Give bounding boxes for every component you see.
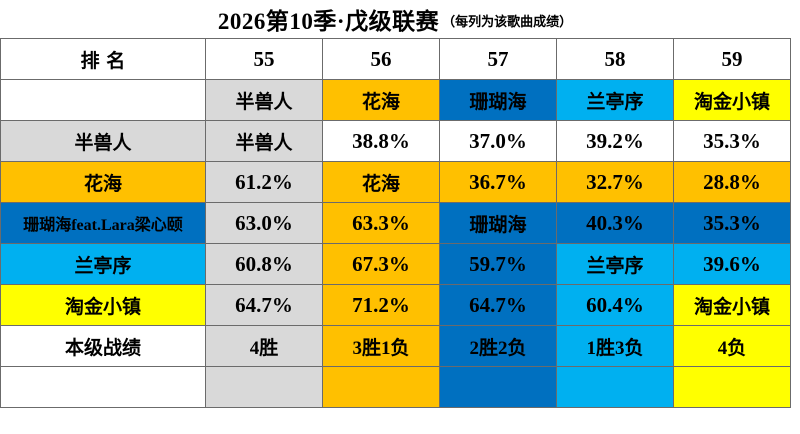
song-header-row-cell-3: 珊瑚海 bbox=[440, 80, 557, 121]
league-results-table: 排名 55 56 57 58 59 半兽人 花海 珊瑚海 兰亭序 淘金小镇 半兽人 半兽人 38.8% 37… bbox=[0, 38, 791, 408]
row-taojinxiaozhen-cell-1: 64.7% bbox=[206, 285, 323, 326]
row-lantingxu-cell-0: 兰亭序 bbox=[1, 244, 206, 285]
row-color-footer-cell-2 bbox=[323, 367, 440, 408]
row-shanhuhai-cell-2: 63.3% bbox=[323, 203, 440, 244]
rank-header-row-cell-3: 57 bbox=[440, 39, 557, 80]
row-color-footer-cell-1 bbox=[206, 367, 323, 408]
row-banshouren-cell-4: 39.2% bbox=[557, 121, 674, 162]
row-record-cell-4: 1胜3负 bbox=[557, 326, 674, 367]
row-huahai-cell-1: 61.2% bbox=[206, 162, 323, 203]
title-main: 2026第10季·戊级联赛 bbox=[217, 9, 440, 34]
row-lantingxu-cell-5: 39.6% bbox=[674, 244, 791, 285]
row-taojinxiaozhen-cell-4: 60.4% bbox=[557, 285, 674, 326]
row-lantingxu-cell-1: 60.8% bbox=[206, 244, 323, 285]
song-header-row-cell-4: 兰亭序 bbox=[557, 80, 674, 121]
row-record-cell-1: 4胜 bbox=[206, 326, 323, 367]
row-lantingxu-cell-3: 59.7% bbox=[440, 244, 557, 285]
row-huahai-cell-5: 28.8% bbox=[674, 162, 791, 203]
row-shanhuhai-cell-3: 珊瑚海 bbox=[440, 203, 557, 244]
page-title: 2026第10季·戊级联赛 （每列为该歌曲成绩） bbox=[0, 0, 790, 38]
row-shanhuhai-cell-5: 35.3% bbox=[674, 203, 791, 244]
rank-header-row-cell-5: 59 bbox=[674, 39, 791, 80]
row-record-cell-0: 本级战绩 bbox=[1, 326, 206, 367]
song-header-row-cell-2: 花海 bbox=[323, 80, 440, 121]
rank-header-row-cell-2: 56 bbox=[323, 39, 440, 80]
row-record-cell-5: 4负 bbox=[674, 326, 791, 367]
row-huahai-cell-3: 36.7% bbox=[440, 162, 557, 203]
row-record-cell-2: 3胜1负 bbox=[323, 326, 440, 367]
row-shanhuhai-cell-1: 63.0% bbox=[206, 203, 323, 244]
row-taojinxiaozhen-cell-3: 64.7% bbox=[440, 285, 557, 326]
row-color-footer-cell-4 bbox=[557, 367, 674, 408]
row-record-cell-3: 2胜2负 bbox=[440, 326, 557, 367]
row-taojinxiaozhen-cell-2: 71.2% bbox=[323, 285, 440, 326]
row-lantingxu-cell-4: 兰亭序 bbox=[557, 244, 674, 285]
row-color-footer-cell-3 bbox=[440, 367, 557, 408]
row-shanhuhai-cell-0: 珊瑚海feat.Lara梁心颐 bbox=[1, 203, 206, 244]
title-note: （每列为该歌曲成绩） bbox=[442, 14, 573, 29]
row-banshouren-cell-3: 37.0% bbox=[440, 121, 557, 162]
song-header-row-cell-1: 半兽人 bbox=[206, 80, 323, 121]
row-taojinxiaozhen-cell-5: 淘金小镇 bbox=[674, 285, 791, 326]
row-color-footer-cell-0 bbox=[1, 367, 206, 408]
row-huahai-cell-0: 花海 bbox=[1, 162, 206, 203]
song-header-row-cell-5: 淘金小镇 bbox=[674, 80, 791, 121]
song-header-row-cell-0 bbox=[1, 80, 206, 121]
rank-header-row-cell-1: 55 bbox=[206, 39, 323, 80]
row-taojinxiaozhen-cell-0: 淘金小镇 bbox=[1, 285, 206, 326]
row-color-footer-cell-5 bbox=[674, 367, 791, 408]
row-banshouren-cell-1: 半兽人 bbox=[206, 121, 323, 162]
row-banshouren-cell-2: 38.8% bbox=[323, 121, 440, 162]
rank-header-row-cell-4: 58 bbox=[557, 39, 674, 80]
row-lantingxu-cell-2: 67.3% bbox=[323, 244, 440, 285]
row-huahai-cell-4: 32.7% bbox=[557, 162, 674, 203]
row-banshouren-cell-5: 35.3% bbox=[674, 121, 791, 162]
rank-header-row-cell-0: 排名 bbox=[1, 39, 206, 80]
row-banshouren-cell-0: 半兽人 bbox=[1, 121, 206, 162]
row-huahai-cell-2: 花海 bbox=[323, 162, 440, 203]
row-shanhuhai-cell-4: 40.3% bbox=[557, 203, 674, 244]
